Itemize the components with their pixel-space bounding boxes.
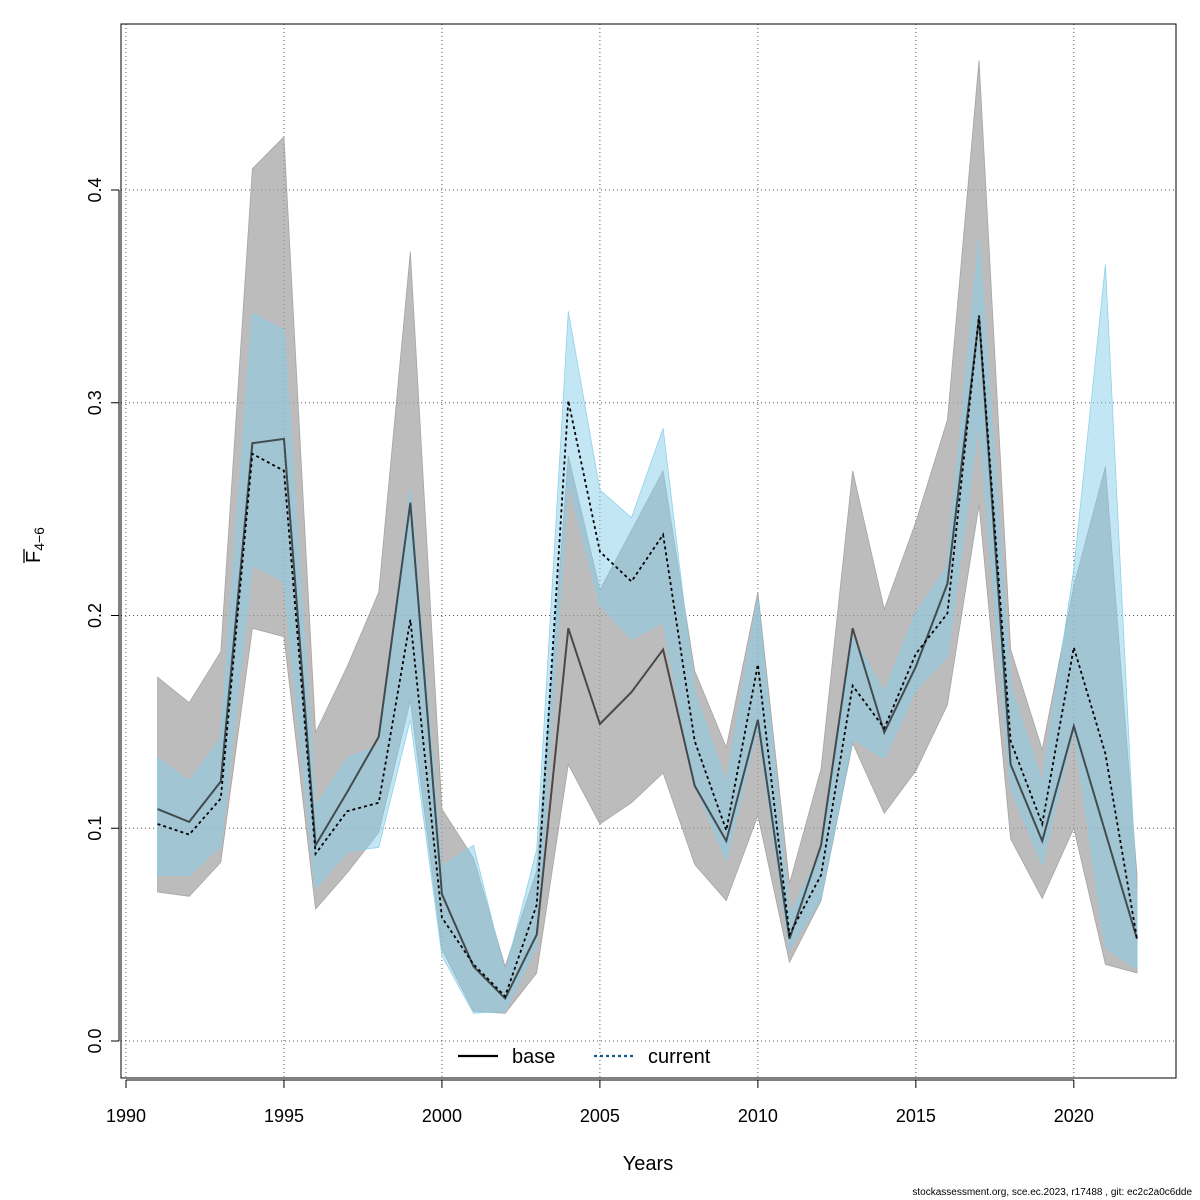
x-axis-label: Years (623, 1153, 673, 1175)
plot-frame (120, 23, 1177, 1079)
x-tick-label-2010: 2010 (738, 1106, 778, 1126)
x-axis: 1990 1995 2000 2005 2010 2015 2020 (106, 1079, 1094, 1126)
y-tick-label-1: 0.1 (85, 816, 105, 841)
y-axis-label-subscript: 4−6 (31, 527, 47, 551)
y-axis-label-main: F (23, 551, 45, 563)
x-tick-label-2015: 2015 (896, 1106, 936, 1126)
x-tick-label-2000: 2000 (422, 1106, 462, 1126)
series-lines (157, 315, 1138, 1001)
legend-label-current: current (648, 1046, 711, 1068)
y-tick-label-4: 0.4 (85, 177, 105, 202)
footnote: stockassessment.org, sce.ec.2023, r17488… (912, 1187, 1192, 1198)
y-axis-label: F4−6 (23, 527, 47, 563)
legend-label-base: base (512, 1046, 555, 1068)
y-axis-label-group: F4−6 (23, 527, 47, 563)
x-tick-label-1990: 1990 (106, 1106, 146, 1126)
confidence-bands (157, 60, 1138, 1014)
series-line-current (157, 315, 1138, 998)
x-tick-label-1995: 1995 (264, 1106, 304, 1126)
y-axis: 0.0 0.1 0.2 0.3 0.4 (85, 177, 120, 1054)
x-tick-label-2005: 2005 (580, 1106, 620, 1126)
y-tick-label-3: 0.3 (85, 390, 105, 415)
y-tick-label-2: 0.2 (85, 603, 105, 628)
y-tick-label-0: 0.0 (85, 1028, 105, 1053)
confidence-band-current (157, 238, 1138, 1014)
legend: base current (458, 1046, 711, 1068)
x-tick-label-2020: 2020 (1054, 1106, 1094, 1126)
